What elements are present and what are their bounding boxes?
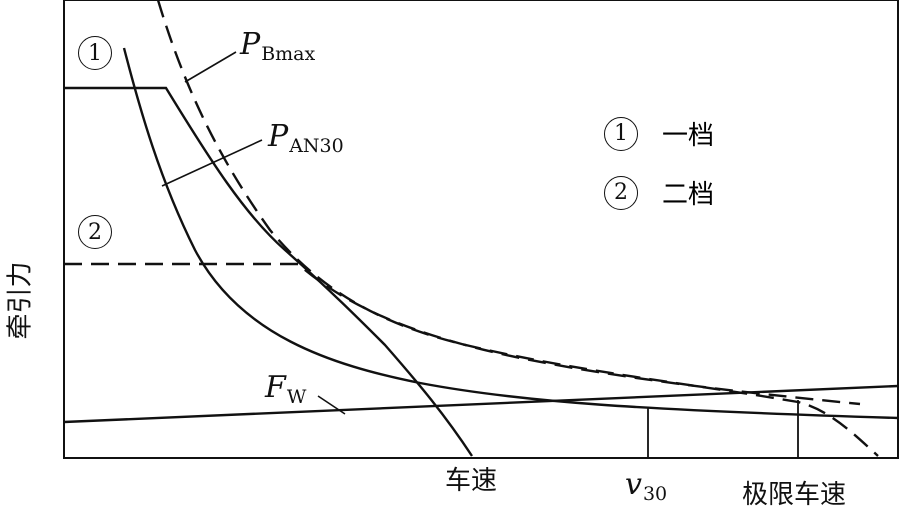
x-label-limit-speed: 极限车速 (742, 480, 847, 510)
gear-marker-2: 2 (78, 215, 112, 249)
legend-label: 一档 (662, 121, 715, 151)
legend-item-gear1: 1 一档 (604, 115, 714, 152)
gear2-dashed-curve (64, 262, 861, 406)
x-label-speed: 车速 (445, 466, 498, 496)
fw-leader (317, 395, 346, 415)
gear-marker-1: 1 (78, 36, 112, 70)
resistance-line-fw (63, 384, 899, 424)
pbmax-leader (184, 51, 237, 83)
pan30-curve (122, 47, 899, 420)
plot-frame (63, 0, 899, 459)
legend-number: 2 (604, 175, 638, 210)
y-axis-label: 牵引力 (5, 260, 36, 340)
pan30-label: PAN30 (268, 119, 344, 157)
fw-label: FW (265, 370, 307, 408)
legend-number: 1 (604, 116, 638, 151)
pbmax-label: PBmax (240, 27, 316, 65)
legend-item-gear2: 2 二档 (604, 174, 714, 211)
x-label-v30: v30 (625, 467, 668, 505)
legend-label: 二档 (662, 180, 715, 210)
pan30-leader (161, 139, 263, 187)
